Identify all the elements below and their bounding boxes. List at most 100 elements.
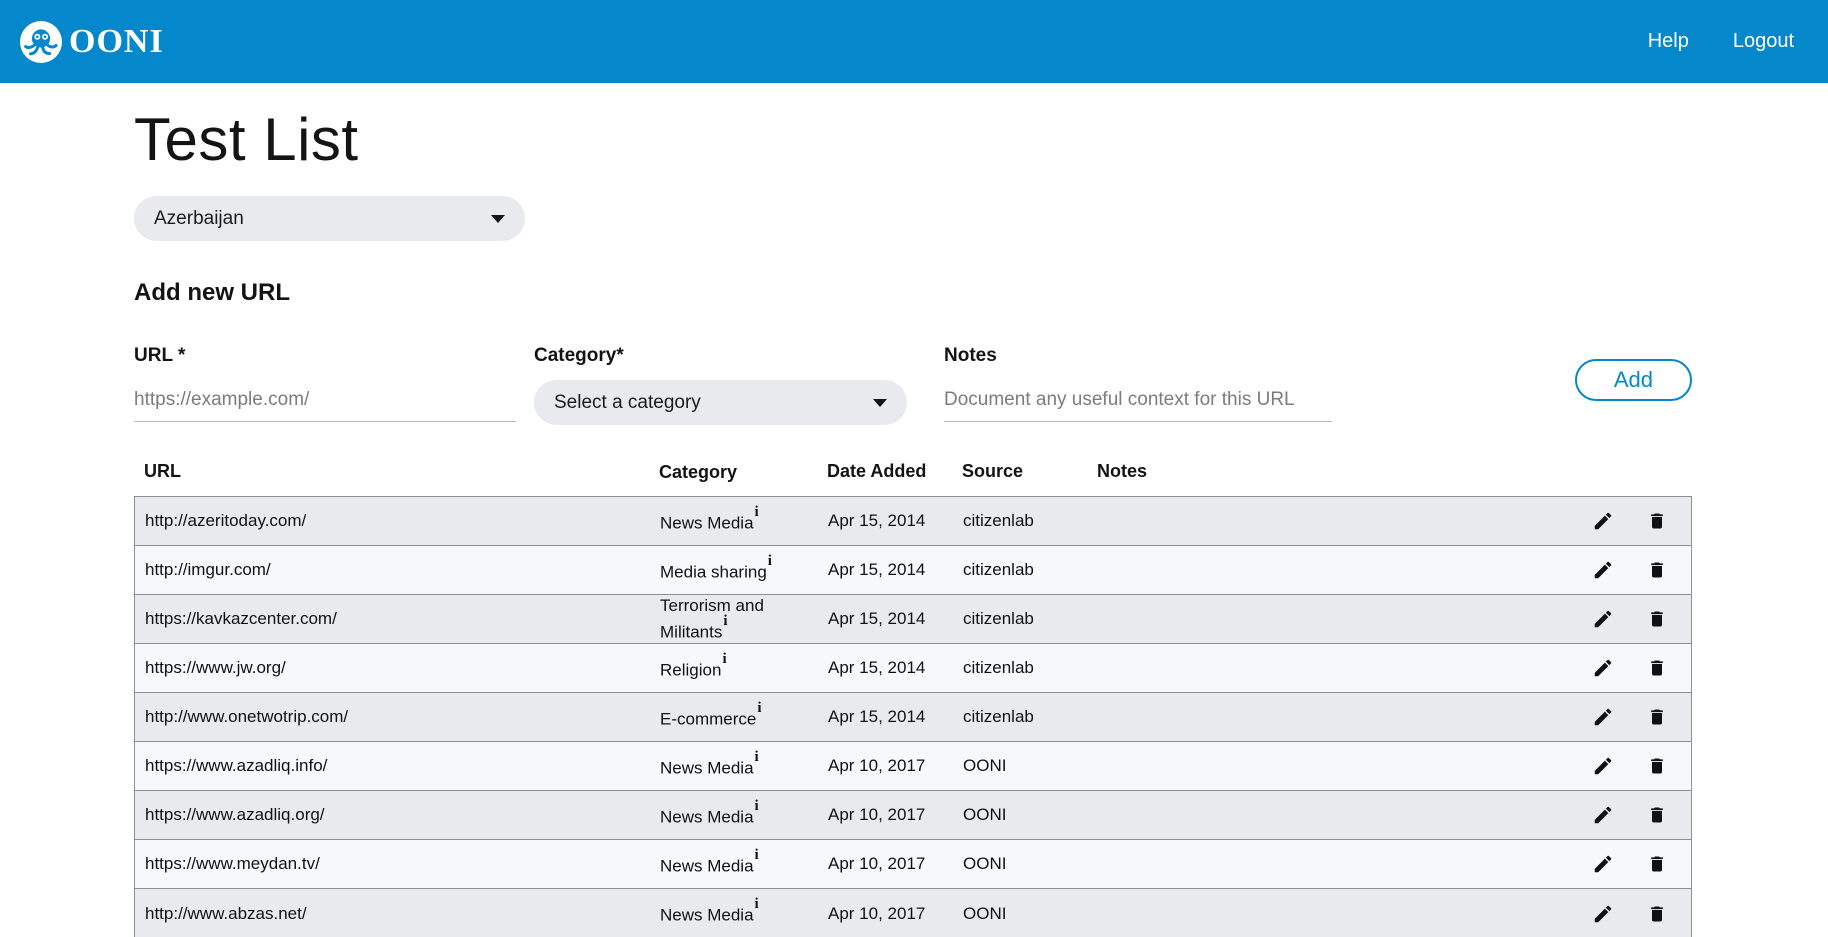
cell-actions (1559, 656, 1691, 680)
category-info-marker[interactable]: i (755, 504, 759, 520)
cell-category: Terrorism and Militantsi (650, 595, 818, 643)
url-input[interactable] (134, 380, 516, 422)
cell-date: Apr 10, 2017 (818, 805, 953, 825)
category-info-marker[interactable]: i (723, 613, 727, 629)
edit-button[interactable] (1591, 558, 1615, 582)
pencil-icon (1592, 804, 1614, 826)
category-text: News Media (660, 906, 754, 925)
category-info-marker[interactable]: i (722, 651, 726, 667)
cell-url: https://kavkazcenter.com/ (135, 609, 650, 629)
pencil-icon (1592, 853, 1614, 875)
cell-source: citizenlab (953, 511, 1088, 531)
category-field-group: Category* Select a category (534, 345, 907, 425)
cell-source: citizenlab (953, 609, 1088, 629)
trash-icon (1647, 804, 1667, 826)
category-info-marker[interactable]: i (755, 749, 759, 765)
pencil-icon (1592, 559, 1614, 581)
category-info-marker[interactable]: i (755, 896, 759, 912)
logout-link[interactable]: Logout (1733, 30, 1794, 53)
table-row: https://www.azadliq.org/ News Mediai Apr… (135, 791, 1691, 840)
delete-button[interactable] (1645, 754, 1669, 778)
cell-actions (1559, 705, 1691, 729)
category-info-marker[interactable]: i (768, 553, 772, 569)
country-select[interactable]: Azerbaijan (134, 196, 525, 241)
table-row: http://www.abzas.net/ News Mediai Apr 10… (135, 889, 1691, 937)
column-header-url: URL (134, 461, 649, 484)
url-field-group: URL * (134, 345, 516, 422)
edit-button[interactable] (1591, 803, 1615, 827)
category-text: News Media (660, 807, 754, 826)
cell-actions (1559, 754, 1691, 778)
delete-button[interactable] (1645, 803, 1669, 827)
cell-source: citizenlab (953, 560, 1088, 580)
delete-button[interactable] (1645, 509, 1669, 533)
delete-button[interactable] (1645, 558, 1669, 582)
edit-button[interactable] (1591, 705, 1615, 729)
category-text: Terrorism and Militants (660, 596, 764, 641)
edit-button[interactable] (1591, 902, 1615, 926)
cell-category: News Mediai (650, 852, 818, 878)
add-url-heading: Add new URL (134, 279, 1692, 307)
help-link[interactable]: Help (1648, 30, 1689, 53)
cell-url: https://www.meydan.tv/ (135, 854, 650, 874)
notes-field-group: Notes (944, 345, 1332, 422)
delete-button[interactable] (1645, 705, 1669, 729)
category-select[interactable]: Select a category (534, 380, 907, 425)
url-label: URL * (134, 345, 516, 367)
cell-date: Apr 10, 2017 (818, 756, 953, 776)
edit-button[interactable] (1591, 509, 1615, 533)
cell-actions (1559, 509, 1691, 533)
trash-icon (1647, 903, 1667, 925)
delete-button[interactable] (1645, 852, 1669, 876)
app-header: OONI Help Logout (0, 0, 1828, 83)
table-row: https://kavkazcenter.com/ Terrorism and … (135, 595, 1691, 644)
edit-button[interactable] (1591, 754, 1615, 778)
cell-url: http://www.abzas.net/ (135, 904, 650, 924)
cell-url: https://www.azadliq.info/ (135, 756, 650, 776)
category-info-marker[interactable]: i (757, 700, 761, 716)
category-info-marker[interactable]: i (755, 847, 759, 863)
category-text: Religion (660, 660, 721, 679)
cell-category: Media sharingi (650, 558, 818, 584)
trash-icon (1647, 559, 1667, 581)
cell-date: Apr 15, 2014 (818, 511, 953, 531)
pencil-icon (1592, 903, 1614, 925)
edit-button[interactable] (1591, 607, 1615, 631)
cell-url: https://www.azadliq.org/ (135, 805, 650, 825)
page-title: Test List (134, 105, 1692, 174)
column-header-category: Category (649, 461, 817, 484)
add-button[interactable]: Add (1575, 359, 1692, 401)
category-label: Category* (534, 345, 907, 367)
cell-category: News Mediai (650, 901, 818, 927)
country-select-value: Azerbaijan (154, 208, 244, 230)
edit-button[interactable] (1591, 852, 1615, 876)
cell-category: Religioni (650, 656, 818, 682)
cell-source: citizenlab (953, 707, 1088, 727)
cell-source: citizenlab (953, 658, 1088, 678)
category-text: News Media (660, 856, 754, 875)
cell-url: http://azeritoday.com/ (135, 511, 650, 531)
category-text: Media sharing (660, 562, 767, 581)
cell-category: News Mediai (650, 754, 818, 780)
brand[interactable]: OONI (20, 21, 164, 63)
category-info-marker[interactable]: i (755, 798, 759, 814)
cell-actions (1559, 852, 1691, 876)
delete-button[interactable] (1645, 902, 1669, 926)
cell-source: OONI (953, 756, 1088, 776)
cell-date: Apr 15, 2014 (818, 609, 953, 629)
edit-button[interactable] (1591, 656, 1615, 680)
cell-date: Apr 15, 2014 (818, 707, 953, 727)
category-select-value: Select a category (554, 392, 701, 414)
notes-input[interactable] (944, 380, 1332, 422)
delete-button[interactable] (1645, 607, 1669, 631)
category-text: News Media (660, 513, 754, 532)
table-row: https://www.azadliq.info/ News Mediai Ap… (135, 742, 1691, 791)
pencil-icon (1592, 755, 1614, 777)
column-header-notes: Notes (1087, 461, 1560, 484)
table-row: http://imgur.com/ Media sharingi Apr 15,… (135, 546, 1691, 595)
delete-button[interactable] (1645, 656, 1669, 680)
cell-actions (1559, 607, 1691, 631)
chevron-down-icon (873, 399, 887, 407)
table-header-row: URL Category Date Added Source Notes (134, 461, 1692, 496)
url-table-body: http://azeritoday.com/ News Mediai Apr 1… (134, 496, 1692, 937)
